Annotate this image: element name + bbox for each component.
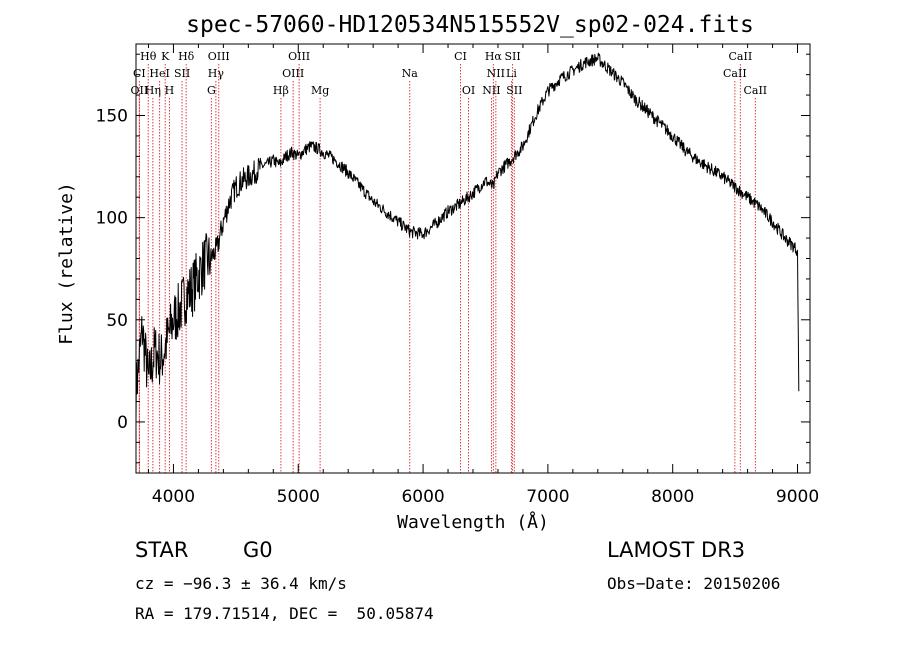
- marker-label-10: HeI: [149, 67, 169, 80]
- y-tick-label-0: 0: [117, 413, 128, 433]
- marker-label-0: Hθ: [140, 50, 157, 63]
- marker-label-27: CaII: [743, 84, 767, 97]
- chart-title: spec-57060-HD120534N515552V_sp02-024.fit…: [186, 12, 754, 38]
- marker-label-3: OIII: [208, 50, 230, 63]
- marker-label-17: CaII: [723, 67, 747, 80]
- marker-label-18: OII: [131, 84, 149, 97]
- marker-label-20: H: [165, 84, 175, 97]
- marker-label-26: SII: [506, 84, 522, 97]
- x-tick-label-2: 6000: [401, 487, 444, 507]
- axis-ticks: 4000 5000 6000 7000 8000 9000 0 50 100 150: [96, 44, 819, 507]
- x-tick-label-1: 5000: [277, 487, 320, 507]
- redshift-cz: cz = −96.3 ± 36.4 km/s: [135, 574, 347, 593]
- marker-label-19: Hη: [145, 84, 161, 97]
- marker-label-2: Hδ: [178, 50, 195, 63]
- object-subclass: G0: [243, 538, 273, 562]
- marker-label-6: Hα: [485, 50, 503, 63]
- y-tick-label-1: 50: [106, 311, 128, 331]
- object-class: STAR: [135, 538, 189, 562]
- y-tick-label-2: 100: [96, 209, 128, 229]
- marker-label-16: Li: [506, 67, 517, 80]
- spectrum-line-0: [135, 52, 800, 420]
- y-tick-label-3: 150: [96, 107, 128, 127]
- x-axis-label: Wavelength (Å): [397, 511, 549, 533]
- y-axis-label: Flux (relative): [56, 182, 77, 345]
- marker-label-21: G: [207, 84, 216, 97]
- marker-label-24: OI: [462, 84, 475, 97]
- plot-frame: [135, 43, 811, 474]
- x-tick-label-3: 7000: [526, 487, 569, 507]
- marker-label-25: NII: [482, 84, 500, 97]
- marker-label-4: OIII: [288, 50, 310, 63]
- x-tick-label-5: 9000: [776, 487, 819, 507]
- spectrum-series: [135, 52, 800, 420]
- marker-label-8: CaII: [729, 50, 753, 63]
- survey-name: LAMOST DR3: [607, 538, 746, 562]
- ra-dec-coordinates: RA = 179.71514, DEC = 50.05874: [135, 604, 434, 623]
- marker-label-13: OIII: [282, 67, 304, 80]
- x-tick-label-4: 8000: [651, 487, 694, 507]
- observation-date: Obs−Date: 20150206: [607, 574, 781, 593]
- marker-label-5: CI: [454, 50, 467, 63]
- marker-label-11: SII: [174, 67, 190, 80]
- marker-label-15: NII: [487, 67, 505, 80]
- marker-label-14: Na: [402, 67, 419, 80]
- x-tick-label-0: 4000: [152, 487, 195, 507]
- marker-label-12: Hγ: [208, 67, 225, 80]
- marker-label-7: SII: [504, 50, 520, 63]
- marker-label-9: CI: [133, 67, 146, 80]
- marker-label-1: K: [161, 50, 170, 63]
- marker-label-23: Mg: [311, 84, 329, 97]
- marker-label-22: Hβ: [273, 84, 289, 97]
